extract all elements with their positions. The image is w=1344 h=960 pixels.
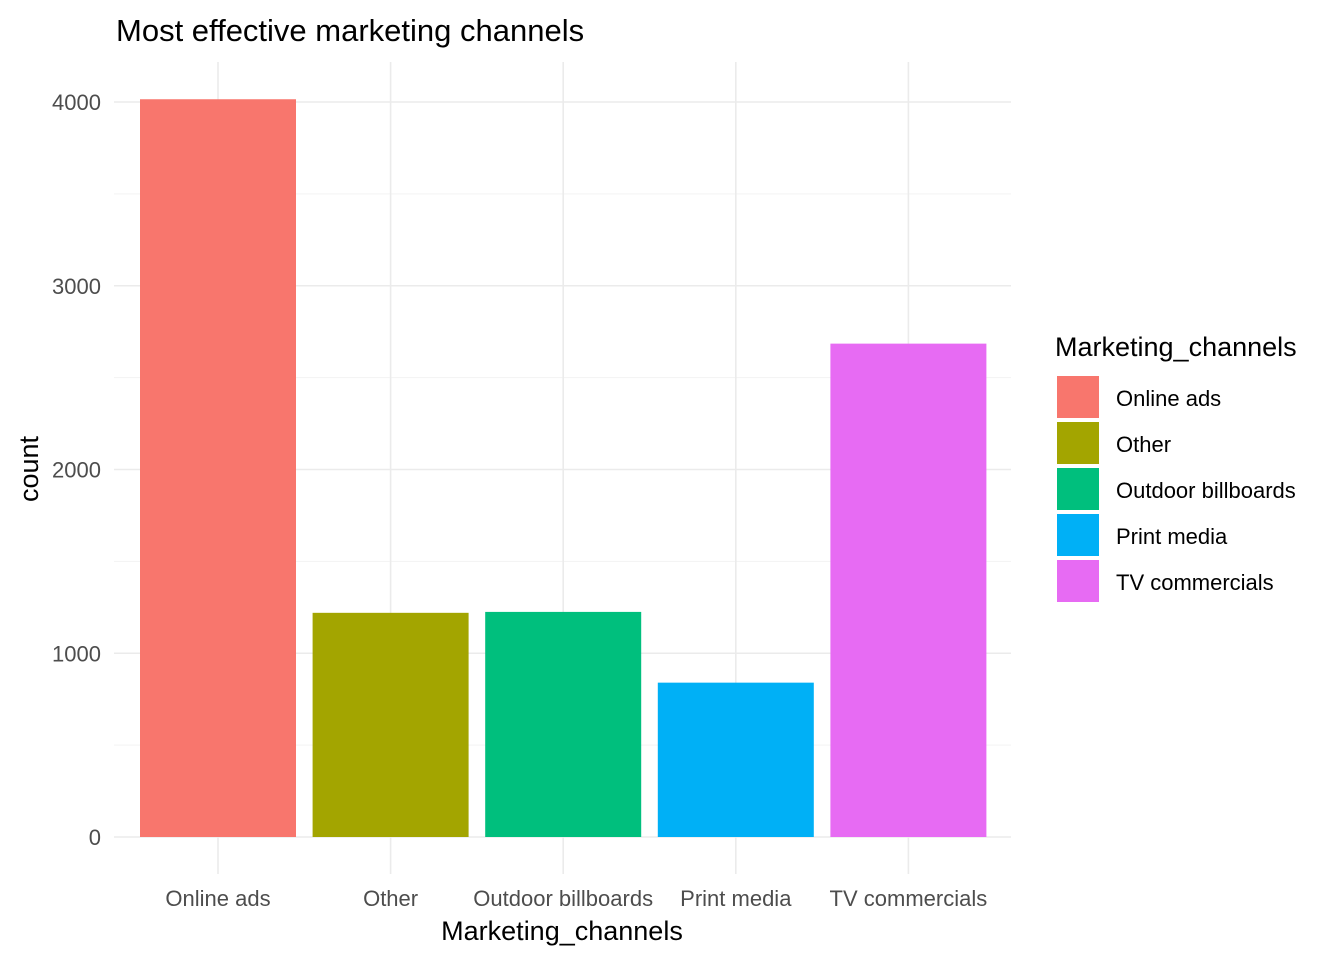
x-tick-label: TV commercials [830, 886, 988, 911]
legend-title: Marketing_channels [1055, 332, 1297, 362]
legend-swatch [1057, 514, 1099, 556]
legend-label: Print media [1116, 524, 1228, 549]
legend-swatch [1057, 468, 1099, 510]
bars [140, 99, 987, 837]
legend-swatch [1057, 376, 1099, 418]
x-axis-title: Marketing_channels [441, 916, 683, 946]
legend-label: Outdoor billboards [1116, 478, 1296, 503]
bar [485, 611, 642, 837]
y-axis-title: count [14, 435, 44, 502]
x-tick-label: Outdoor billboards [473, 886, 653, 911]
bar [312, 612, 469, 837]
legend-swatch [1057, 560, 1099, 602]
legend-label: Online ads [1116, 386, 1221, 411]
x-tick-label: Other [363, 886, 418, 911]
chart-title: Most effective marketing channels [116, 13, 584, 48]
legend-items: Online ads Other Outdoor billboards Print m… [1057, 376, 1296, 602]
legend-label: Other [1116, 432, 1171, 457]
legend-label: TV commercials [1116, 570, 1274, 595]
legend-swatch [1057, 422, 1099, 464]
x-tick-label: Print media [680, 886, 792, 911]
bar [657, 682, 814, 837]
x-axis-ticks: Online ads Other Outdoor billboards Print m… [165, 886, 987, 911]
y-tick-label: 0 [89, 825, 101, 850]
y-axis-ticks: 0 1000 2000 3000 4000 [52, 90, 101, 850]
y-tick-label: 2000 [52, 458, 101, 483]
y-tick-label: 3000 [52, 274, 101, 299]
y-tick-label: 1000 [52, 641, 101, 666]
legend: Marketing_channels Online ads Other Outdoo… [1055, 332, 1297, 602]
y-tick-label: 4000 [52, 90, 101, 115]
bar [140, 99, 296, 837]
x-tick-label: Online ads [165, 886, 270, 911]
bar [830, 343, 987, 837]
